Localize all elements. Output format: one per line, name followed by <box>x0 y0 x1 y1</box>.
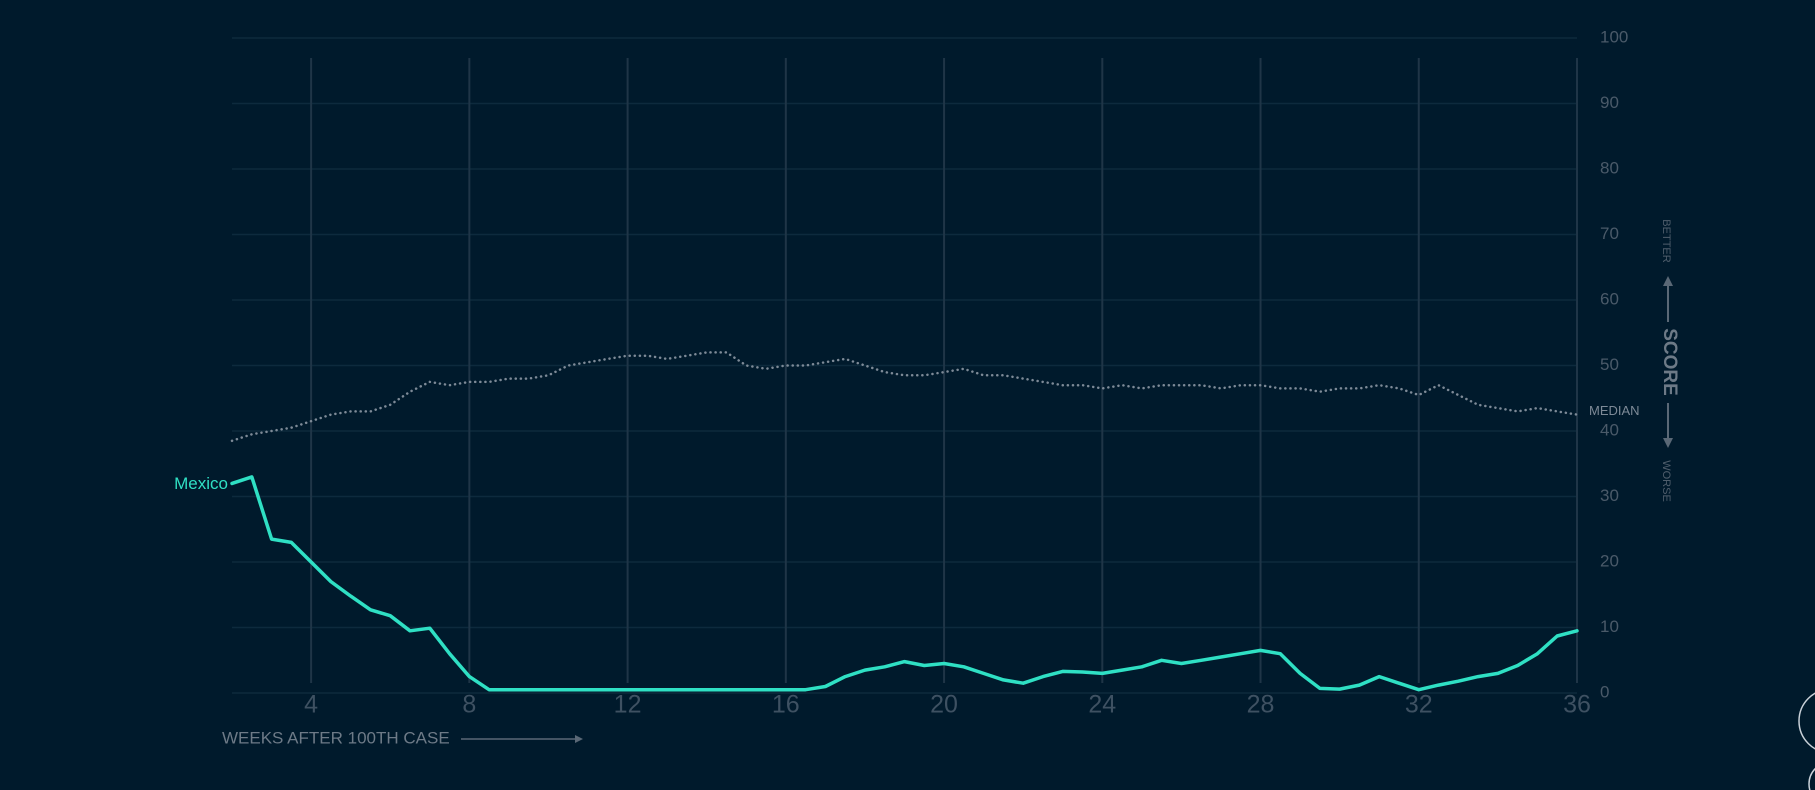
decor-circle <box>1808 767 1815 790</box>
y-axis-label: SCORE <box>1659 328 1680 396</box>
x-axis-label: WEEKS AFTER 100TH CASE <box>222 728 450 747</box>
series-line <box>230 351 1579 443</box>
x-tick-label: 24 <box>1088 691 1116 719</box>
plot <box>230 351 1579 692</box>
y-tick-label: 80 <box>1600 158 1619 177</box>
y-tick-label: 10 <box>1600 617 1619 636</box>
y-axis-worse: WORSE <box>1660 460 1672 502</box>
x-tick-label: 36 <box>1563 691 1591 719</box>
y-tick-label: 30 <box>1600 486 1619 505</box>
x-tick-label: 32 <box>1405 691 1433 719</box>
x-tick-label: 16 <box>772 691 800 719</box>
up-arrowhead <box>1663 276 1673 286</box>
y-tick-label: 90 <box>1600 93 1619 112</box>
x-tick-label: 20 <box>930 691 958 719</box>
series-label: MEDIAN <box>1589 403 1640 418</box>
series-label: Mexico <box>174 474 228 493</box>
y-tick-label: 40 <box>1600 420 1619 439</box>
decor-circle <box>1798 692 1815 750</box>
x-tick-label: 12 <box>614 691 642 719</box>
grid <box>232 37 1578 694</box>
y-tick-label: 60 <box>1600 289 1619 308</box>
series-line <box>230 475 1579 692</box>
y-tick-label: 20 <box>1600 551 1619 570</box>
x-tick-label: 4 <box>304 691 318 719</box>
y-tick-label: 0 <box>1600 682 1609 701</box>
x-tick-label: 28 <box>1247 691 1275 719</box>
down-arrowhead <box>1663 438 1673 448</box>
x-tick-label: 8 <box>462 691 476 719</box>
x-axis-arrowhead <box>575 735 583 743</box>
y-tick-label: 50 <box>1600 355 1619 374</box>
y-tick-label: 100 <box>1600 27 1628 46</box>
y-axis-better: BETTER <box>1660 219 1672 262</box>
y-tick-label: 70 <box>1600 224 1619 243</box>
